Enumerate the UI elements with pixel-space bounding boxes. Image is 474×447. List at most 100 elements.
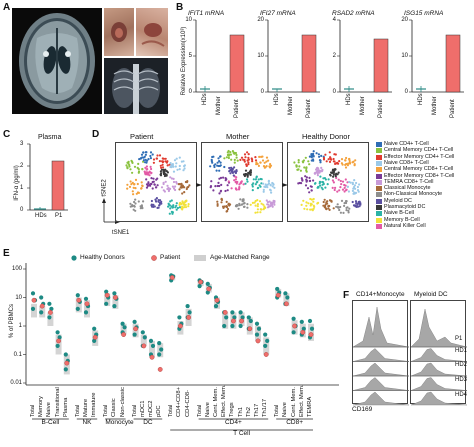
tsne-cluster-7: [262, 179, 276, 194]
histogram-hd4: [410, 391, 468, 406]
tsne-cluster-7: [177, 180, 191, 195]
patient-bar: [373, 38, 389, 93]
patient-point: [283, 301, 289, 307]
age-range-bar: [84, 300, 90, 318]
tsne-cluster-11: [351, 200, 362, 208]
healthy-donor-point: [150, 343, 156, 349]
tsne-title-patient: Patient: [130, 132, 154, 141]
panel-b-ytick-3-2: 20: [401, 17, 408, 23]
panel-e-group-5: CD8+: [286, 419, 303, 426]
panel-e-xlabel-5: Total: [74, 404, 81, 417]
tsne-cluster-5: [227, 175, 245, 191]
panel-b-xlabel-0-0: HDs: [202, 93, 208, 106]
tsne-cluster-10: [167, 199, 181, 215]
patient-point: [292, 323, 297, 329]
tsne-cluster-11: [265, 199, 276, 209]
age-range-bar: [149, 340, 155, 358]
healthy-donor-point: [275, 286, 280, 292]
tsne-cluster-2: [322, 151, 341, 165]
histogram-p1: [410, 308, 468, 348]
panel-f-row-3: HD3: [455, 377, 468, 383]
patient-bar: [229, 34, 245, 93]
tsne-cluster-9: [234, 198, 249, 210]
legend-swatch-6: [376, 179, 382, 185]
panel-b-chart-1: [265, 19, 320, 93]
panel-e-xlabel-15: Total: [168, 404, 175, 417]
panel-e-xlabel-30: Effect. Mem.: [298, 384, 305, 417]
panel-b-chart-2: [337, 19, 392, 93]
panel-b-chart-0: [193, 19, 248, 93]
panel-b-xlabel-0-1: Mother: [216, 95, 222, 115]
tsne-cluster-6: [331, 176, 349, 193]
tsne-cluster-10: [249, 199, 267, 214]
panel-b-title-3: ISG15 mRNA: [404, 10, 444, 17]
tsne-cluster-2: [239, 151, 258, 167]
healthy-donor-point: [263, 343, 268, 349]
histogram-hd2: [352, 362, 410, 377]
healthy-donor-point: [120, 321, 125, 326]
panel-e-xlabel-21: Effect. Mem.: [221, 384, 228, 417]
tsne-cluster-11: [178, 199, 190, 211]
panel-e-xlabel-12: mDC1: [139, 400, 146, 417]
patient-point: [198, 279, 204, 285]
patient-point: [275, 292, 281, 298]
healthy-donor-point: [222, 323, 227, 329]
legend-label-10: Plasmacytoid DC: [384, 204, 426, 210]
histogram-p1: [352, 306, 410, 348]
healthy-donor-point: [256, 326, 262, 331]
legend-swatch-11: [376, 211, 382, 217]
patient-point: [39, 303, 45, 309]
healthy-donor-point: [177, 315, 182, 320]
patient-point: [31, 297, 37, 303]
healthy-donor-point: [157, 341, 162, 346]
panel-b-ytick-1-1: 10: [257, 53, 264, 59]
tsne-mother-plot: [201, 142, 283, 222]
healthy-donor-point: [159, 347, 164, 352]
patient-point: [104, 292, 110, 298]
healthy-donor-point: [104, 289, 109, 294]
healthy-donor-point: [75, 293, 80, 298]
patient-bar: [445, 34, 461, 93]
panel-b-ytick-0-0: 0: [188, 89, 192, 95]
healthy-donor-point: [230, 323, 235, 329]
tsne-cluster-4: [209, 176, 231, 195]
panel-b-xlabel-3-0: HDs: [418, 93, 424, 106]
age-range-bar: [120, 323, 127, 335]
panel-label-b: B: [176, 2, 184, 13]
tsne-cluster-4: [297, 175, 315, 194]
tsne-cluster-5: [313, 175, 330, 191]
patient-point: [47, 310, 53, 315]
patient-point: [308, 332, 314, 337]
panel-e-ytick-2: 1: [18, 323, 22, 329]
panel-b-xlabel-3-2: Patient: [450, 99, 456, 118]
healthy-donor-point: [104, 301, 109, 306]
histogram-hd2: [410, 362, 468, 377]
healthy-donor-point: [238, 310, 243, 315]
healthy-donor-point: [49, 306, 54, 311]
panel-e-xlabel-27: Total: [274, 404, 281, 417]
tsne-cluster-13: [159, 168, 169, 178]
tsne-cluster-8: [216, 197, 232, 213]
patient-point: [133, 326, 139, 332]
legend-label-0: Naive CD4+ T-Cell: [384, 141, 429, 147]
panel-e-xlabel-8: Total: [103, 404, 110, 417]
patient-point: [76, 297, 82, 303]
healthy-donor-point: [263, 332, 268, 337]
patient-point: [121, 332, 127, 337]
tsne-cluster-12: [228, 166, 238, 177]
healthy-donor-point: [197, 284, 202, 289]
panel-b-title-1: IFI27 mRNA: [260, 10, 296, 17]
healthy-donor-point: [185, 303, 190, 309]
panel-e-xlabel-4: Plasma: [62, 397, 69, 417]
panel-e-xlabel-7: Immature: [91, 392, 98, 417]
healthy-donor-point: [254, 332, 260, 337]
panel-f-plot-0: [352, 300, 410, 406]
legend-label-12: Memory B-Cell: [384, 216, 420, 223]
healthy-donor-point: [205, 281, 210, 287]
patient-point: [84, 301, 90, 307]
healthy-donor-point: [83, 296, 89, 301]
healthy-donor-point: [30, 306, 36, 311]
patient-point: [149, 354, 155, 360]
patient-point: [222, 310, 228, 315]
tsne-healthy-donor-plot: [287, 142, 369, 222]
